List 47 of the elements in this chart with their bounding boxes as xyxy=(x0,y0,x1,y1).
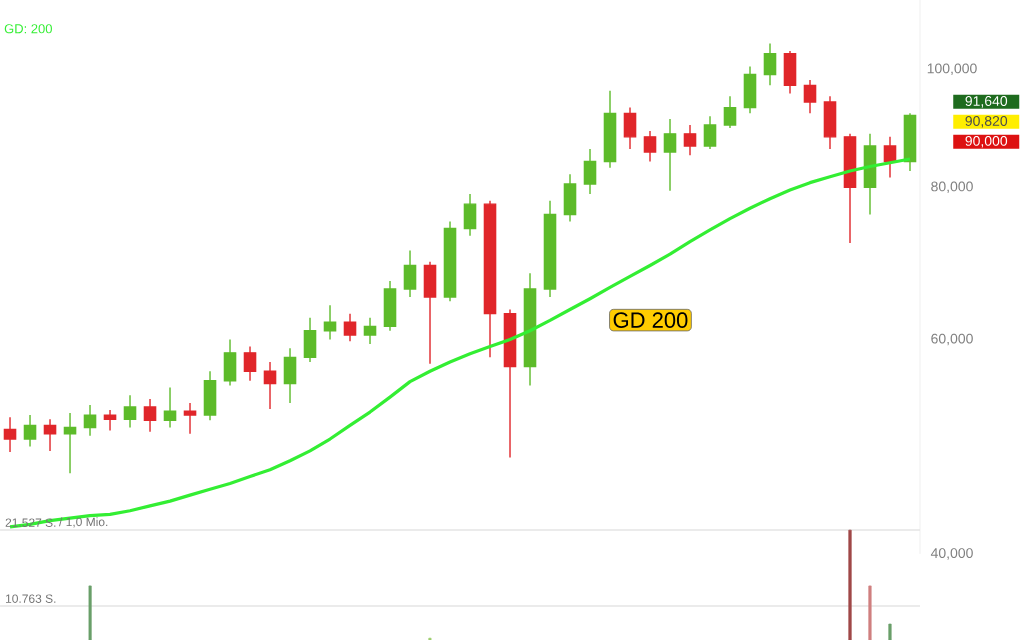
candlestick xyxy=(643,130,657,163)
candlestick xyxy=(243,345,257,382)
candlestick xyxy=(143,398,157,433)
candlestick xyxy=(563,173,577,223)
candlestick xyxy=(383,280,397,332)
candlestick xyxy=(783,50,797,95)
candlestick xyxy=(443,220,457,302)
candlestick xyxy=(323,304,337,341)
candlestick xyxy=(683,124,697,156)
candlestick xyxy=(223,338,237,387)
candlestick xyxy=(483,199,497,359)
candlestick xyxy=(763,42,777,87)
candlestick xyxy=(703,115,717,150)
candlestick xyxy=(263,361,277,410)
candlestick xyxy=(803,79,817,115)
candlestick xyxy=(203,370,217,421)
candlestick xyxy=(403,249,417,298)
candlestick xyxy=(603,90,617,169)
candlestick xyxy=(843,133,857,244)
annotation: GD 200 xyxy=(613,312,688,328)
candlestick xyxy=(43,418,57,452)
candlestick xyxy=(503,308,517,459)
candlestick xyxy=(343,312,357,342)
candlestick xyxy=(663,118,677,192)
candlestick xyxy=(463,193,477,237)
candlestick xyxy=(423,261,437,365)
candlestick xyxy=(583,148,597,195)
candlestick xyxy=(63,412,77,474)
candlestick xyxy=(303,317,317,363)
candlestick xyxy=(623,106,637,150)
candlestick xyxy=(163,386,177,429)
candlestick xyxy=(103,409,117,432)
candlestick xyxy=(743,65,757,115)
candlestick xyxy=(283,347,297,404)
candlestick xyxy=(183,402,197,435)
candlestick xyxy=(723,95,737,129)
candlestick xyxy=(523,272,537,387)
line-series xyxy=(8,157,912,529)
candlestick xyxy=(823,95,837,150)
candlestick xyxy=(123,394,137,429)
candlestick xyxy=(863,133,877,216)
candlestick xyxy=(23,414,37,448)
candlestick xyxy=(363,317,377,345)
candlestick xyxy=(3,416,17,453)
candlestick xyxy=(543,199,557,298)
candlestick xyxy=(883,136,897,179)
candlestick xyxy=(83,404,97,437)
